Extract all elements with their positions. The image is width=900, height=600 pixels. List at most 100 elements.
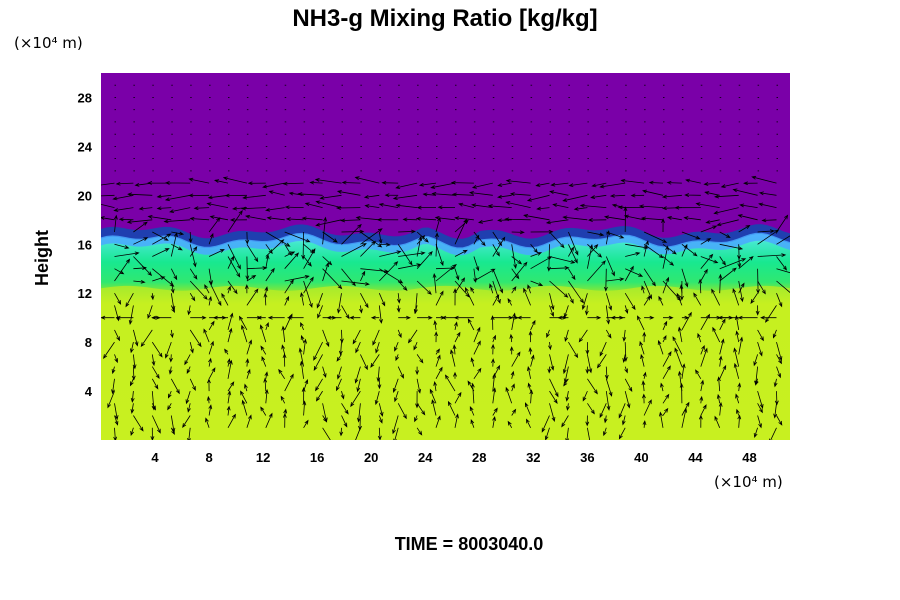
wind-vector-580	[188, 231, 193, 244]
wind-vector-733	[341, 180, 361, 185]
wind-vector-516	[341, 243, 367, 257]
wind-vector-523	[473, 256, 480, 272]
wind-vector-373	[359, 305, 363, 314]
wind-vector-667	[458, 202, 474, 208]
wind-vector-53	[431, 399, 437, 416]
wind-vector-671	[536, 206, 550, 211]
wind-vector-295	[239, 315, 248, 331]
wind-vector-649	[113, 207, 134, 212]
wind-vector-229	[360, 354, 368, 371]
wind-vector-49	[358, 415, 362, 431]
wind-vector-419	[549, 293, 555, 311]
wind-vector-585	[284, 231, 311, 243]
wind-vector-206	[604, 366, 609, 380]
wind-vector-362	[147, 305, 153, 319]
wind-vector-100	[642, 393, 646, 404]
wind-vector-213	[733, 347, 740, 367]
wind-vector-112	[185, 390, 191, 405]
wind-vector-709	[562, 194, 588, 202]
wind-vector-122	[374, 390, 380, 406]
wind-vector-307	[467, 318, 475, 331]
wind-vector-753	[720, 182, 739, 188]
wind-vector-157	[356, 378, 361, 393]
wind-vector-540	[114, 243, 130, 249]
wind-vector-293	[208, 320, 215, 331]
wind-vector-114	[227, 381, 235, 392]
wind-vector-557	[435, 244, 444, 267]
wind-vector-28	[642, 420, 647, 428]
wind-vector-745	[568, 182, 588, 188]
wind-vector-220	[184, 354, 191, 366]
wind-vector-654	[206, 202, 229, 208]
wind-vector-98	[599, 403, 607, 419]
wind-vector-609	[738, 224, 751, 233]
wind-vector-680	[695, 202, 720, 208]
wind-vector-486	[454, 268, 460, 281]
wind-vector-120	[340, 390, 345, 400]
y-tick-label-2: 12	[78, 286, 92, 301]
wind-vector-227	[313, 354, 323, 372]
wind-vector-604	[643, 231, 668, 243]
wind-vector-149	[208, 367, 216, 379]
wind-vector-8	[265, 412, 273, 428]
wind-vector-287	[776, 341, 783, 362]
wind-vector-348	[557, 315, 569, 320]
wind-vector-51	[392, 415, 399, 435]
wind-vector-11	[322, 427, 333, 440]
wind-vector-276	[568, 341, 579, 359]
wind-vector-158	[377, 378, 382, 390]
wind-vector-677	[638, 204, 664, 209]
wind-vector-185	[208, 357, 212, 367]
wind-vector-190	[298, 347, 304, 367]
wind-vector-197	[435, 354, 441, 367]
wind-vector-670	[505, 201, 531, 208]
wind-vector-117	[284, 373, 294, 392]
wind-vector-255	[165, 341, 172, 359]
wind-vector-713	[642, 189, 664, 196]
wind-vector-101	[662, 393, 670, 404]
wind-vector-616	[163, 219, 191, 224]
wind-vector-97	[587, 403, 595, 415]
wind-vector-406	[303, 276, 314, 294]
wind-vector-333	[267, 315, 285, 320]
wind-vector-279	[623, 342, 628, 362]
wind-vector-134	[605, 391, 611, 411]
wind-vector-18	[454, 413, 459, 428]
wind-vector-742	[505, 179, 531, 184]
wind-vector-225	[281, 344, 286, 355]
wind-vector-124	[415, 391, 419, 409]
wind-vector-751	[685, 178, 701, 184]
wind-vector-545	[208, 232, 214, 245]
wind-vector-555	[397, 244, 413, 266]
wind-vector-726	[213, 179, 229, 184]
wind-vector-653	[193, 206, 210, 211]
wind-vector-599	[549, 231, 565, 249]
wind-vector-119	[315, 390, 323, 402]
wind-vector-615	[147, 215, 172, 221]
wind-vector-375	[396, 305, 401, 313]
wind-vector-529	[587, 244, 599, 257]
wind-vector-282	[677, 326, 683, 343]
wind-vector-717	[714, 194, 739, 199]
field-lower-layer	[101, 280, 790, 440]
wind-vector-565	[587, 244, 603, 258]
wind-vector-153	[278, 368, 286, 380]
wind-vector-471	[170, 268, 178, 281]
wind-vector-136	[641, 380, 646, 392]
wind-vector-484	[416, 251, 433, 269]
wind-vector-685	[112, 194, 134, 201]
wind-vector-116	[263, 377, 268, 392]
wind-vector-25	[587, 427, 591, 440]
wind-vector-317	[662, 320, 668, 331]
wind-vector-171	[624, 378, 633, 392]
wind-vector-567	[625, 243, 649, 250]
wind-vector-65	[662, 407, 669, 416]
wind-vector-686	[127, 192, 153, 197]
wind-vector-270	[454, 331, 461, 343]
wind-vector-203	[547, 366, 552, 374]
wind-vector-104	[716, 393, 721, 404]
wind-vector-541	[133, 237, 149, 245]
wind-vector-155	[315, 378, 323, 392]
wind-vector-395	[765, 305, 777, 323]
wind-vector-167	[549, 378, 559, 398]
